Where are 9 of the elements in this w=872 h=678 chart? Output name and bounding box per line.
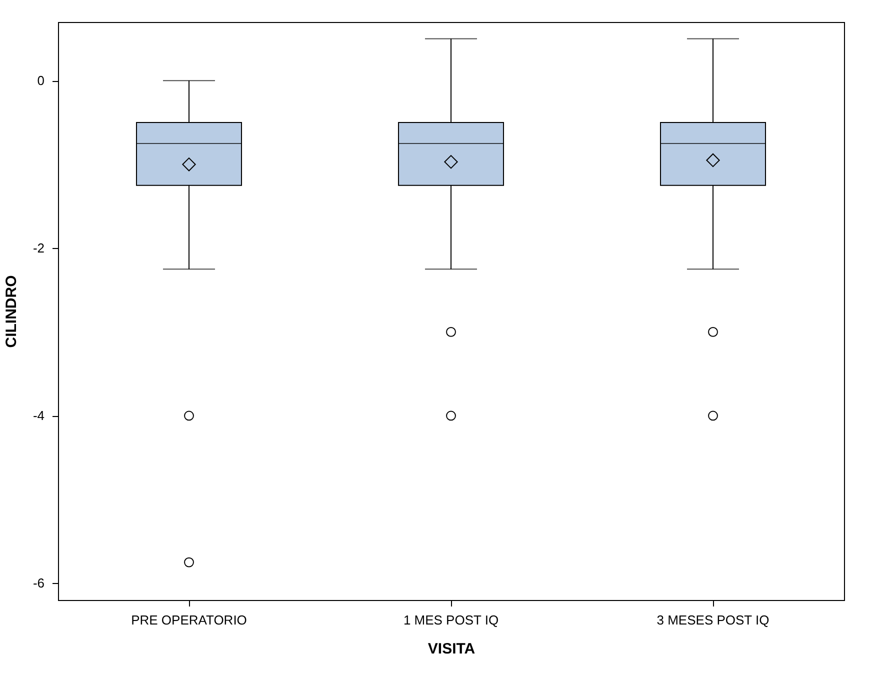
x-axis-title: VISITA xyxy=(428,640,476,658)
y-tick-label: -6 xyxy=(32,576,44,591)
x-tick-label: 1 MES POST IQ xyxy=(403,612,499,628)
x-tick-label: PRE OPERATORIO xyxy=(131,612,247,628)
y-tick-label: 0 xyxy=(37,73,44,88)
x-tick-label: 3 MESES POST IQ xyxy=(656,612,770,628)
y-tick-label: -4 xyxy=(32,408,44,424)
y-axis-title: CILINDRO xyxy=(2,274,20,348)
y-tick-label: -2 xyxy=(32,240,44,256)
